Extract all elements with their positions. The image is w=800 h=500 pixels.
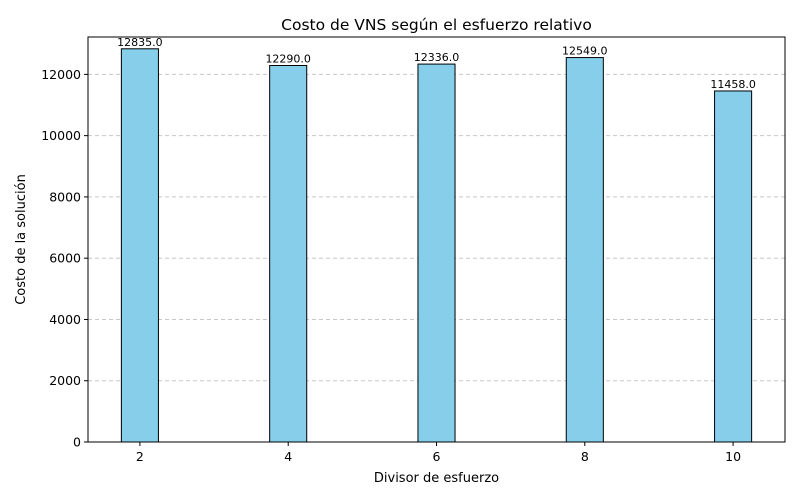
bar-value-label: 12835.0 [117,36,163,49]
data-labels: 12835.0 12290.0 12336.0 12549.0 11458.0 [117,36,756,91]
y-tick-label: 8000 [49,189,81,204]
x-tick-label: 10 [725,449,741,464]
bar-value-label: 11458.0 [710,78,756,91]
x-tick-label: 2 [136,449,144,464]
y-axis-ticks: 0 2000 4000 6000 8000 10000 12000 [41,67,88,450]
chart-title: Costo de VNS según el esfuerzo relativo [281,16,592,34]
x-axis-label: Divisor de esfuerzo [374,471,499,486]
bar-value-label: 12336.0 [414,51,460,64]
bar [269,64,308,443]
bar-value-label: 12290.0 [265,52,311,65]
bars [120,48,753,443]
x-axis-ticks: 2 4 6 8 10 [136,442,741,464]
y-tick-label: 12000 [41,67,81,82]
y-axis-label: Costo de la solución [14,174,29,305]
bar [714,90,753,443]
y-tick-label: 4000 [49,312,81,327]
x-tick-label: 6 [433,449,441,464]
y-tick-label: 10000 [41,128,81,143]
y-tick-label: 2000 [49,373,81,388]
x-tick-label: 8 [581,449,589,464]
bar [120,48,159,443]
bar [417,63,456,443]
bar [565,57,604,443]
bar-value-label: 12549.0 [562,45,608,58]
y-tick-label: 0 [73,435,81,450]
y-tick-label: 6000 [49,251,81,266]
x-tick-label: 4 [284,449,292,464]
